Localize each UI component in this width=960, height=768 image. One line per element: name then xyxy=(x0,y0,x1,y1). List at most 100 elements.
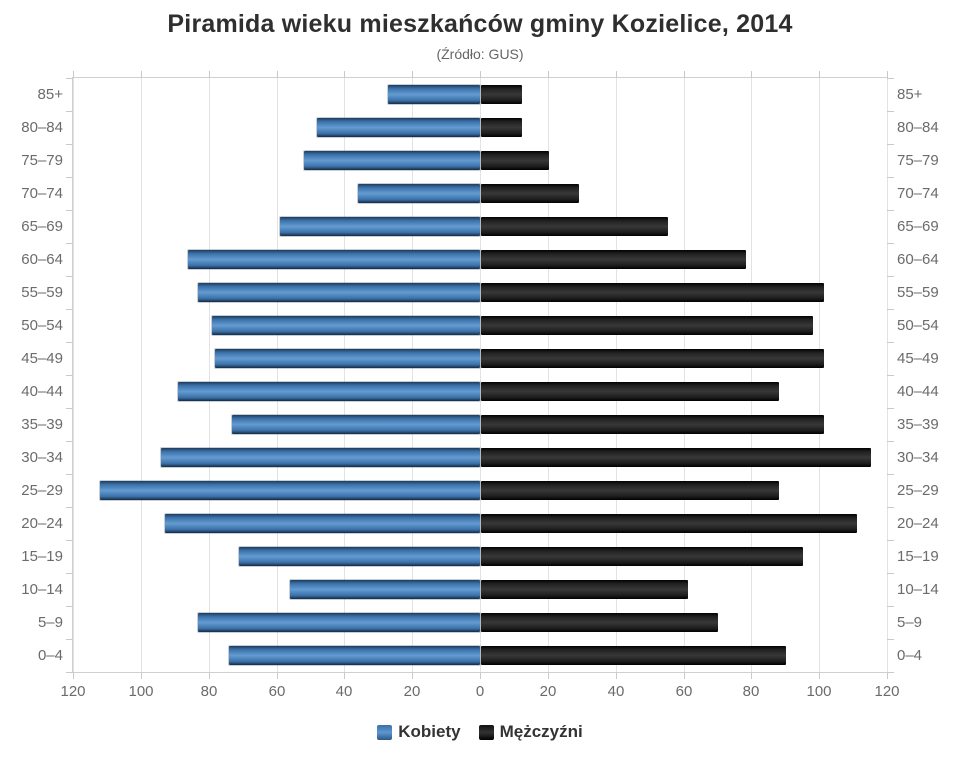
bar-kobiety-75–79[interactable] xyxy=(303,151,480,170)
x-axis-tick-label: 100 xyxy=(806,683,832,700)
x-gridline xyxy=(548,78,549,672)
category-label-right: 30–34 xyxy=(897,449,939,466)
legend-item-kobiety[interactable]: Kobiety xyxy=(377,722,461,742)
category-tick-left xyxy=(66,540,73,541)
bar-kobiety-50–54[interactable] xyxy=(212,316,480,335)
x-tick-top xyxy=(751,71,752,78)
bar-kobiety-65–69[interactable] xyxy=(279,217,480,236)
category-tick-right xyxy=(887,507,894,508)
category-tick-right xyxy=(887,606,894,607)
bar-kobiety-20–24[interactable] xyxy=(164,514,480,533)
x-tick-top xyxy=(819,71,820,78)
category-tick-left xyxy=(66,573,73,574)
x-tick-top xyxy=(548,71,549,78)
bar-mezczyzni-5–9[interactable] xyxy=(481,613,719,632)
category-tick-left xyxy=(66,606,73,607)
bar-kobiety-70–74[interactable] xyxy=(357,184,480,203)
category-tick-right xyxy=(887,672,894,673)
bar-kobiety-55–59[interactable] xyxy=(198,283,480,302)
chart-title: Piramida wieku mieszkańców gminy Kozieli… xyxy=(167,10,793,38)
bar-mezczyzni-35–39[interactable] xyxy=(481,415,824,434)
bar-kobiety-0–4[interactable] xyxy=(229,646,480,665)
x-gridline xyxy=(73,78,74,672)
bar-kobiety-15–19[interactable] xyxy=(239,547,480,566)
bar-mezczyzni-20–24[interactable] xyxy=(481,514,858,533)
bar-kobiety-5–9[interactable] xyxy=(198,613,480,632)
category-label-right: 45–49 xyxy=(897,350,939,367)
bar-mezczyzni-60–64[interactable] xyxy=(481,250,746,269)
category-label-left: 75–79 xyxy=(21,152,63,169)
x-gridline xyxy=(751,78,752,672)
category-label-left: 35–39 xyxy=(21,416,63,433)
x-tick-bottom xyxy=(344,672,345,679)
x-axis-tick-label: 60 xyxy=(268,683,286,700)
x-gridline xyxy=(819,78,820,672)
category-label-left: 65–69 xyxy=(21,218,63,235)
category-tick-left xyxy=(66,672,73,673)
category-tick-left xyxy=(66,309,73,310)
x-tick-top xyxy=(277,71,278,78)
category-tick-left xyxy=(66,375,73,376)
x-axis-tick-label: 20 xyxy=(403,683,421,700)
category-tick-right xyxy=(887,474,894,475)
x-axis-tick-label: 120 xyxy=(874,683,900,700)
category-tick-right xyxy=(887,309,894,310)
x-tick-bottom xyxy=(141,672,142,679)
legend-item-mezczyzni[interactable]: Mężczyźni xyxy=(478,722,583,742)
bar-kobiety-60–64[interactable] xyxy=(188,250,480,269)
bar-mezczyzni-85+[interactable] xyxy=(481,85,522,104)
kobiety-swatch-icon xyxy=(377,724,393,740)
category-tick-left xyxy=(66,78,73,79)
bar-mezczyzni-45–49[interactable] xyxy=(481,349,824,368)
bar-mezczyzni-55–59[interactable] xyxy=(481,283,824,302)
category-label-right: 60–64 xyxy=(897,251,939,268)
bar-mezczyzni-15–19[interactable] xyxy=(481,547,804,566)
category-label-right: 20–24 xyxy=(897,515,939,532)
category-label-right: 85+ xyxy=(897,86,923,103)
category-label-right: 75–79 xyxy=(897,152,939,169)
category-tick-right xyxy=(887,639,894,640)
bar-mezczyzni-75–79[interactable] xyxy=(481,151,549,170)
x-gridline xyxy=(344,78,345,672)
bar-mezczyzni-50–54[interactable] xyxy=(481,316,814,335)
bar-mezczyzni-65–69[interactable] xyxy=(481,217,668,236)
bar-kobiety-45–49[interactable] xyxy=(215,349,480,368)
bar-mezczyzni-40–44[interactable] xyxy=(481,382,780,401)
x-gridline xyxy=(480,78,481,672)
x-tick-bottom xyxy=(616,672,617,679)
bar-kobiety-35–39[interactable] xyxy=(232,415,480,434)
x-tick-top xyxy=(480,71,481,78)
x-axis-tick-label: 80 xyxy=(742,683,760,700)
x-tick-bottom xyxy=(480,672,481,679)
category-tick-right xyxy=(887,210,894,211)
category-tick-right xyxy=(887,540,894,541)
bar-mezczyzni-70–74[interactable] xyxy=(481,184,580,203)
category-tick-left xyxy=(66,639,73,640)
category-label-left: 45–49 xyxy=(21,350,63,367)
x-tick-bottom xyxy=(684,672,685,679)
x-tick-top xyxy=(209,71,210,78)
bar-mezczyzni-10–14[interactable] xyxy=(481,580,688,599)
category-tick-left xyxy=(66,342,73,343)
bar-mezczyzni-30–34[interactable] xyxy=(481,448,872,467)
bar-kobiety-10–14[interactable] xyxy=(290,580,480,599)
category-tick-left xyxy=(66,474,73,475)
bar-mezczyzni-80–84[interactable] xyxy=(481,118,522,137)
category-tick-right xyxy=(887,441,894,442)
x-gridline xyxy=(141,78,142,672)
bar-mezczyzni-25–29[interactable] xyxy=(481,481,780,500)
category-label-left: 0–4 xyxy=(37,647,63,664)
bar-kobiety-40–44[interactable] xyxy=(178,382,480,401)
bar-kobiety-80–84[interactable] xyxy=(317,118,480,137)
x-gridline xyxy=(209,78,210,672)
x-axis-tick-label: 40 xyxy=(335,683,353,700)
bar-kobiety-25–29[interactable] xyxy=(100,481,480,500)
category-label-right: 50–54 xyxy=(897,317,939,334)
bar-kobiety-85+[interactable] xyxy=(388,85,480,104)
category-label-right: 25–29 xyxy=(897,482,939,499)
x-tick-bottom xyxy=(209,672,210,679)
category-label-right: 35–39 xyxy=(897,416,939,433)
category-label-right: 40–44 xyxy=(897,383,939,400)
bar-mezczyzni-0–4[interactable] xyxy=(481,646,787,665)
bar-kobiety-30–34[interactable] xyxy=(161,448,480,467)
